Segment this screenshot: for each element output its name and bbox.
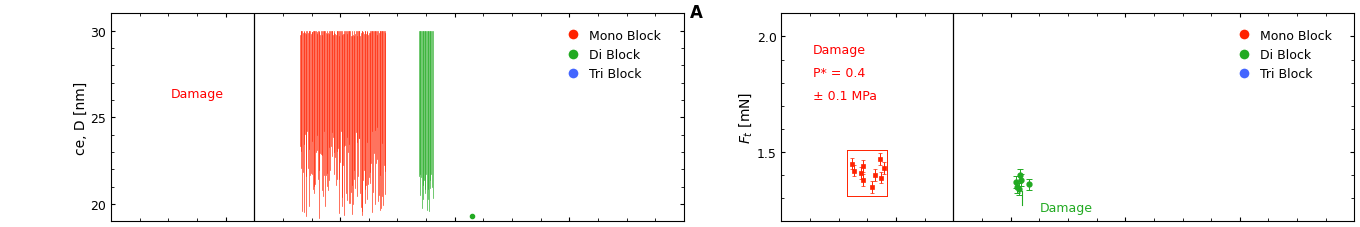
Text: A: A [690, 4, 703, 22]
Text: Damage: Damage [171, 87, 224, 100]
Legend: Mono Block, Di Block, Tri Block: Mono Block, Di Block, Tri Block [556, 25, 666, 86]
Text: ± 0.1 MPa: ± 0.1 MPa [813, 89, 877, 102]
Text: P* = 0.4: P* = 0.4 [813, 67, 865, 79]
Y-axis label: $F_t$ [mN]: $F_t$ [mN] [737, 92, 753, 144]
Text: Damage: Damage [1039, 201, 1092, 214]
Legend: Mono Block, Di Block, Tri Block: Mono Block, Di Block, Tri Block [1227, 25, 1337, 86]
Y-axis label: ce, D [nm]: ce, D [nm] [73, 81, 87, 154]
Text: Damage: Damage [813, 43, 866, 56]
